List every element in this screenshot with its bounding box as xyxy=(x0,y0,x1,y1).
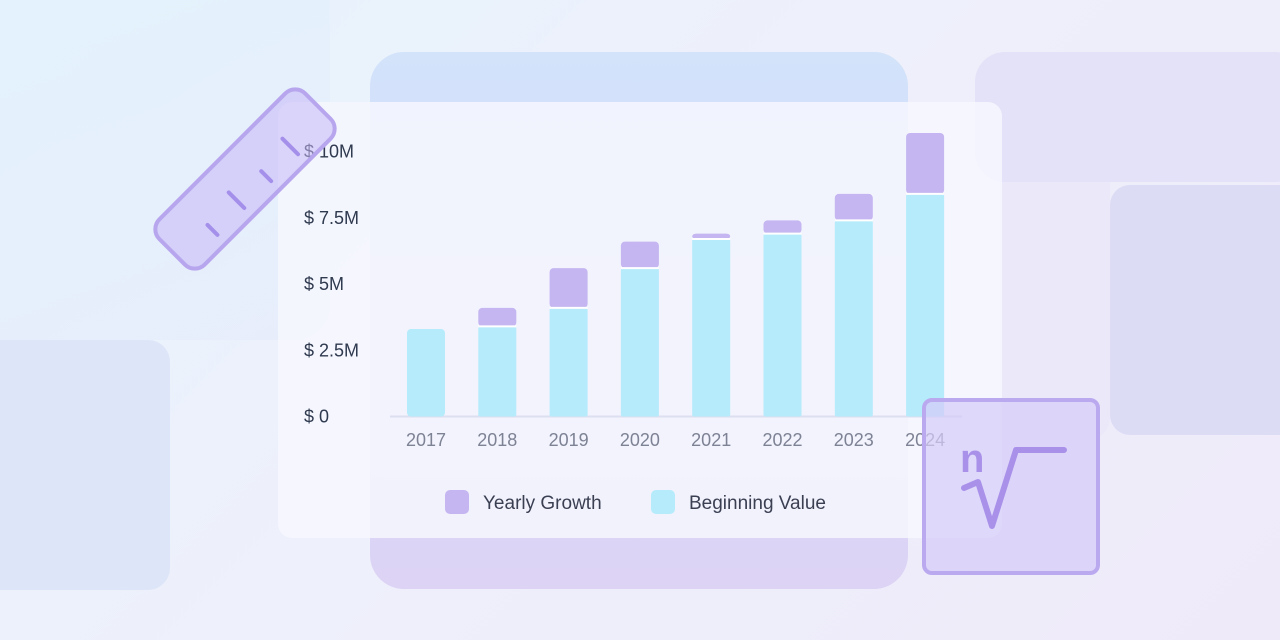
x-tick-label: 2018 xyxy=(477,430,517,450)
bar-beginning-value-2020 xyxy=(620,268,659,417)
background-panel-soft xyxy=(1000,150,1110,440)
bar-beginning-value-2019 xyxy=(549,307,588,417)
legend-label: Yearly Growth xyxy=(483,493,602,514)
bar-yearly-growth-2024 xyxy=(906,132,945,194)
ruler-tick xyxy=(225,189,248,211)
legend-item: Beginning Value xyxy=(651,490,826,514)
y-tick-label: $ 2.5M xyxy=(304,340,359,360)
bar-yearly-growth-2020 xyxy=(620,241,659,269)
nth-root-index: n xyxy=(960,437,984,481)
bar-beginning-value-2021 xyxy=(692,238,731,417)
bar-yearly-growth-2018 xyxy=(478,307,517,327)
legend-swatch xyxy=(651,490,675,514)
bar-beginning-value-2017 xyxy=(407,329,445,417)
y-axis: $ 0$ 2.5M$ 5M$ 7.5M$ 10M xyxy=(304,142,359,427)
bar-beginning-value-2018 xyxy=(478,326,517,417)
ruler-tick xyxy=(279,135,301,158)
legend: Yearly Growth Beginning Value xyxy=(445,490,826,514)
nth-root-icon: n xyxy=(922,398,1100,575)
background-panel-left xyxy=(0,340,170,590)
x-tick-label: 2022 xyxy=(762,430,802,450)
y-tick-label: $ 5M xyxy=(304,274,344,294)
legend-label: Beginning Value xyxy=(689,493,826,514)
bar-beginning-value-2022 xyxy=(763,233,802,417)
bar-yearly-growth-2023 xyxy=(834,193,873,221)
bar-yearly-growth-2022 xyxy=(763,220,802,234)
x-tick-label: 2017 xyxy=(406,430,446,450)
x-tick-label: 2023 xyxy=(834,430,874,450)
bars xyxy=(407,132,945,417)
y-tick-label: $ 7.5M xyxy=(304,208,359,228)
nth-root-radical xyxy=(961,447,1067,529)
background-panel-right-top xyxy=(975,52,1280,182)
legend-swatch xyxy=(445,490,469,514)
ruler-tick xyxy=(204,222,221,238)
x-tick-label: 2020 xyxy=(620,430,660,450)
x-axis: 20172018201920202021202220232024 xyxy=(406,430,945,450)
legend-item: Yearly Growth xyxy=(445,490,602,514)
bar-beginning-value-2024 xyxy=(906,193,945,417)
x-tick-label: 2021 xyxy=(691,430,731,450)
ruler-tick xyxy=(258,168,274,184)
x-tick-label: 2019 xyxy=(549,430,589,450)
background-panel-right xyxy=(1110,185,1280,435)
bar-beginning-value-2023 xyxy=(834,220,873,417)
bar-yearly-growth-2021 xyxy=(692,233,731,239)
bar-yearly-growth-2019 xyxy=(549,268,588,308)
y-tick-label: $ 0 xyxy=(304,407,329,427)
